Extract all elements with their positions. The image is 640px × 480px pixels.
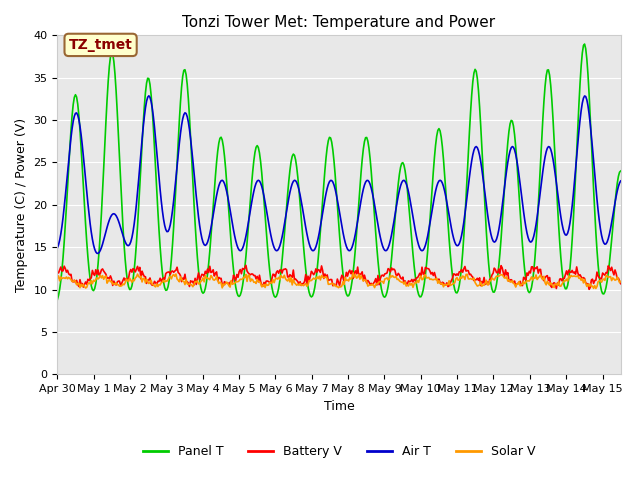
Panel T bbox=[358, 157, 366, 163]
Line: Air T: Air T bbox=[58, 96, 621, 253]
Battery V bbox=[360, 277, 367, 283]
Legend: Panel T, Battery V, Air T, Solar V: Panel T, Battery V, Air T, Solar V bbox=[138, 440, 541, 463]
Solar V bbox=[349, 270, 357, 276]
Battery V bbox=[242, 263, 250, 268]
Solar V bbox=[592, 286, 600, 291]
Panel T bbox=[580, 41, 588, 47]
Solar V bbox=[617, 278, 625, 284]
Solar V bbox=[360, 278, 367, 284]
Battery V bbox=[322, 275, 330, 280]
Air T bbox=[360, 182, 368, 188]
Solar V bbox=[390, 274, 397, 280]
Solar V bbox=[516, 283, 524, 288]
Air T bbox=[54, 245, 61, 251]
Line: Panel T: Panel T bbox=[58, 44, 621, 300]
Panel T bbox=[54, 297, 61, 302]
Battery V bbox=[617, 281, 625, 287]
Air T bbox=[605, 231, 613, 237]
Title: Tonzi Tower Met: Temperature and Power: Tonzi Tower Met: Temperature and Power bbox=[182, 15, 495, 30]
Air T bbox=[145, 93, 153, 99]
Panel T bbox=[604, 270, 612, 276]
Panel T bbox=[324, 138, 332, 144]
Solar V bbox=[324, 281, 332, 287]
Air T bbox=[94, 251, 102, 256]
Battery V bbox=[605, 265, 613, 271]
Air T bbox=[323, 185, 331, 191]
Panel T bbox=[515, 192, 523, 198]
Battery V bbox=[585, 287, 593, 292]
Text: TZ_tmet: TZ_tmet bbox=[68, 38, 132, 52]
Air T bbox=[327, 178, 335, 183]
Air T bbox=[391, 213, 399, 218]
Panel T bbox=[389, 244, 397, 250]
Battery V bbox=[54, 270, 61, 276]
Line: Solar V: Solar V bbox=[58, 273, 621, 288]
Air T bbox=[518, 191, 525, 197]
Panel T bbox=[321, 167, 329, 173]
Panel T bbox=[617, 168, 625, 174]
Air T bbox=[617, 178, 625, 184]
Solar V bbox=[321, 275, 329, 280]
Line: Battery V: Battery V bbox=[58, 265, 621, 289]
Solar V bbox=[605, 274, 613, 280]
Battery V bbox=[516, 278, 524, 284]
Y-axis label: Temperature (C) / Power (V): Temperature (C) / Power (V) bbox=[15, 118, 28, 292]
Solar V bbox=[54, 276, 61, 281]
X-axis label: Time: Time bbox=[324, 400, 355, 413]
Battery V bbox=[390, 266, 397, 272]
Battery V bbox=[326, 277, 333, 283]
